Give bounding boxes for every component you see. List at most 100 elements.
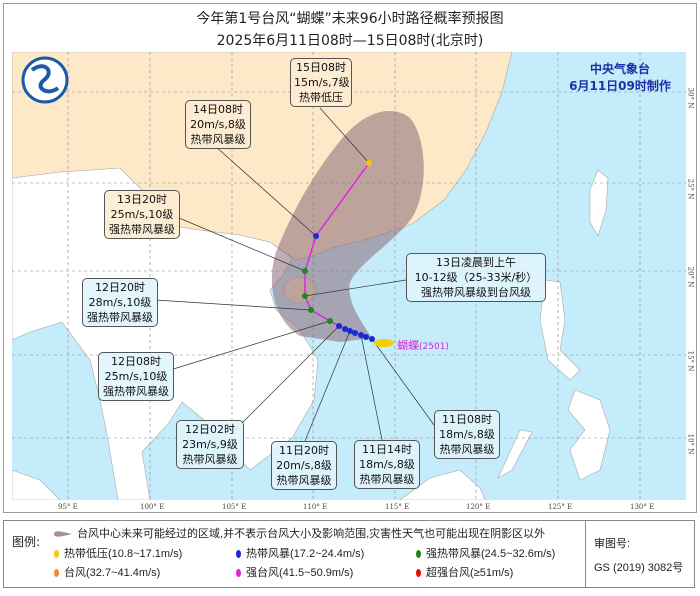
track-point <box>308 307 314 313</box>
label-level: 热带低压 <box>299 91 343 104</box>
lat-tick-label: 10° N <box>686 433 695 455</box>
label-time: 11日14时 <box>362 443 412 456</box>
track-points <box>302 160 375 342</box>
forecast-label-p11_14: 11日14时 18m/s,8级 热带风暴级 <box>354 440 420 489</box>
label-time: 14日08时 <box>193 103 243 116</box>
label-time: 15日08时 <box>296 61 346 74</box>
legend-item: 强台风(41.5~50.9m/s) <box>236 566 353 580</box>
leader-line <box>304 279 407 297</box>
issue-time: 6月11日09时制作 <box>569 79 671 93</box>
legend-dot-icon <box>236 550 241 559</box>
outer-frame <box>3 3 697 513</box>
leader-line <box>169 320 331 371</box>
track-point <box>342 326 348 332</box>
label-time: 12日20时 <box>95 281 145 294</box>
label-level: 热带风暴级 <box>190 133 246 146</box>
legend-label: 热带低压(10.8~17.1m/s) <box>64 548 183 560</box>
map-title: 今年第1号台风“蝴蝶”未来96小时路径概率预报图 <box>196 11 504 27</box>
label-time: 13日凌晨到上午 <box>436 256 516 269</box>
track-point <box>302 293 308 299</box>
lon-tick-label: 100° E <box>140 503 165 511</box>
track-point <box>336 323 342 329</box>
lon-tick-label: 110° E <box>303 503 328 511</box>
label-level: 强热带风暴级 <box>87 311 153 324</box>
approval-label: 审图号: <box>594 538 631 550</box>
track-point <box>366 160 372 166</box>
typhoon-code: (2501) <box>419 342 449 352</box>
legend-item: 热带低压(10.8~17.1m/s) <box>54 547 182 561</box>
label-time: 12日08时 <box>111 355 161 368</box>
forecast-label-p14_08: 14日08时 20m/s,8级 热带风暴级 <box>185 100 251 149</box>
map-approval: 审图号: GS (2019) 3082号 <box>585 521 695 587</box>
label-wind: 20m/s,8级 <box>276 459 332 472</box>
leader-line <box>319 107 370 164</box>
issuer-name: 中央气象台 <box>589 62 650 76</box>
typhoon-name: 蝴蝶 <box>397 339 419 352</box>
forecast-label-p11_20: 11日20时 20m/s,8级 热带风暴级 <box>271 441 337 490</box>
label-level: 热带风暴级 <box>439 443 495 456</box>
track-point <box>363 334 369 340</box>
forecast-label-p12_02: 12日02时 23m/s,9级 热带风暴级 <box>176 420 244 469</box>
label-time: 13日20时 <box>117 193 167 206</box>
label-leader-lines <box>154 107 435 442</box>
label-level: 热带风暴级 <box>276 474 332 487</box>
legend: 图例: 台风中心未来可能经过的区域,并不表示台风大小及影响范围,灾害性天气也可能… <box>3 520 695 588</box>
lat-tick-label: 20° N <box>686 266 695 288</box>
leader-line <box>304 330 351 442</box>
label-wind: 15m/s,7级 <box>294 76 350 89</box>
legend-cone-desc: 台风中心未来可能经过的区域,并不表示台风大小及影响范围,灾害性天气也可能出现在阴… <box>52 527 545 541</box>
legend-dot-icon <box>236 569 241 578</box>
track-point <box>313 233 319 239</box>
lat-tick-label: 30° N <box>686 87 695 109</box>
land-philippines-south <box>567 389 611 481</box>
track-point <box>352 330 358 336</box>
lat-tick-label: 15° N <box>686 350 695 372</box>
lon-tick-label: 115° E <box>385 503 410 511</box>
label-time: 11日20时 <box>279 444 329 457</box>
label-wind: 18m/s,8级 <box>439 428 495 441</box>
label-level: 热带风暴级 <box>359 473 415 486</box>
lon-tick-label: 120° E <box>466 503 491 511</box>
probability-cone <box>271 111 424 342</box>
map-subtitle: 2025年6月11日08时—15日08时(北京时) <box>216 33 484 49</box>
legend-item: 强热带风暴(24.5~32.6m/s) <box>416 547 555 561</box>
legend-item: 台风(32.7~41.4m/s) <box>54 566 160 580</box>
typhoon-name-label: 蝴蝶(2501) <box>397 337 449 353</box>
legend-label: 热带风暴(17.2~24.4m/s) <box>246 548 365 560</box>
leader-line <box>371 338 435 426</box>
forecast-label-p12_20: 12日20时 28m/s,10级 强热带风暴级 <box>82 278 158 327</box>
legend-dot-icon <box>416 550 421 559</box>
label-wind: 28m/s,10级 <box>88 296 152 309</box>
legend-label: 台风(32.7~41.4m/s) <box>64 567 161 579</box>
track-point <box>302 268 308 274</box>
cone-desc-text: 台风中心未来可能经过的区域,并不表示台风大小及影响范围,灾害性天气也可能出现在阴… <box>77 528 546 540</box>
leader-line <box>171 214 306 272</box>
forecast-label-p11_08: 11日08时 18m/s,8级 热带风暴级 <box>434 410 500 459</box>
lon-tick-label: 130° E <box>630 503 655 511</box>
label-wind: 25m/s,10级 <box>104 370 168 383</box>
lon-tick-label: 95° E <box>58 503 78 511</box>
legend-label: 强台风(41.5~50.9m/s) <box>246 567 354 579</box>
track-point <box>358 332 364 338</box>
legend-item: 超强台风(≥51m/s) <box>416 566 513 580</box>
label-time: 12日02时 <box>185 423 235 436</box>
leader-line <box>154 299 312 311</box>
track-point <box>369 336 375 342</box>
label-wind: 10-12级（25-33米/秒） <box>414 271 538 284</box>
approval-number: GS (2019) 3082号 <box>594 562 684 574</box>
map-canvas <box>12 52 686 500</box>
forecast-label-p13_am: 13日凌晨到上午 10-12级（25-33米/秒） 强热带风暴级到台风级 <box>406 253 546 302</box>
legend-item: 热带风暴(17.2~24.4m/s) <box>236 547 364 561</box>
label-wind: 25m/s,10级 <box>110 208 174 221</box>
land-sumatra <box>12 469 61 500</box>
label-time: 11日08时 <box>442 413 492 426</box>
cone-icon <box>54 531 72 537</box>
current-wind-area <box>374 339 394 347</box>
leader-line <box>214 145 317 237</box>
lon-tick-label: 125° E <box>548 503 573 511</box>
track-point <box>347 328 353 334</box>
legend-dot-icon <box>54 569 59 578</box>
lon-tick-label: 105° E <box>222 503 247 511</box>
land-palawan <box>497 429 533 479</box>
land-borneo <box>399 469 486 500</box>
